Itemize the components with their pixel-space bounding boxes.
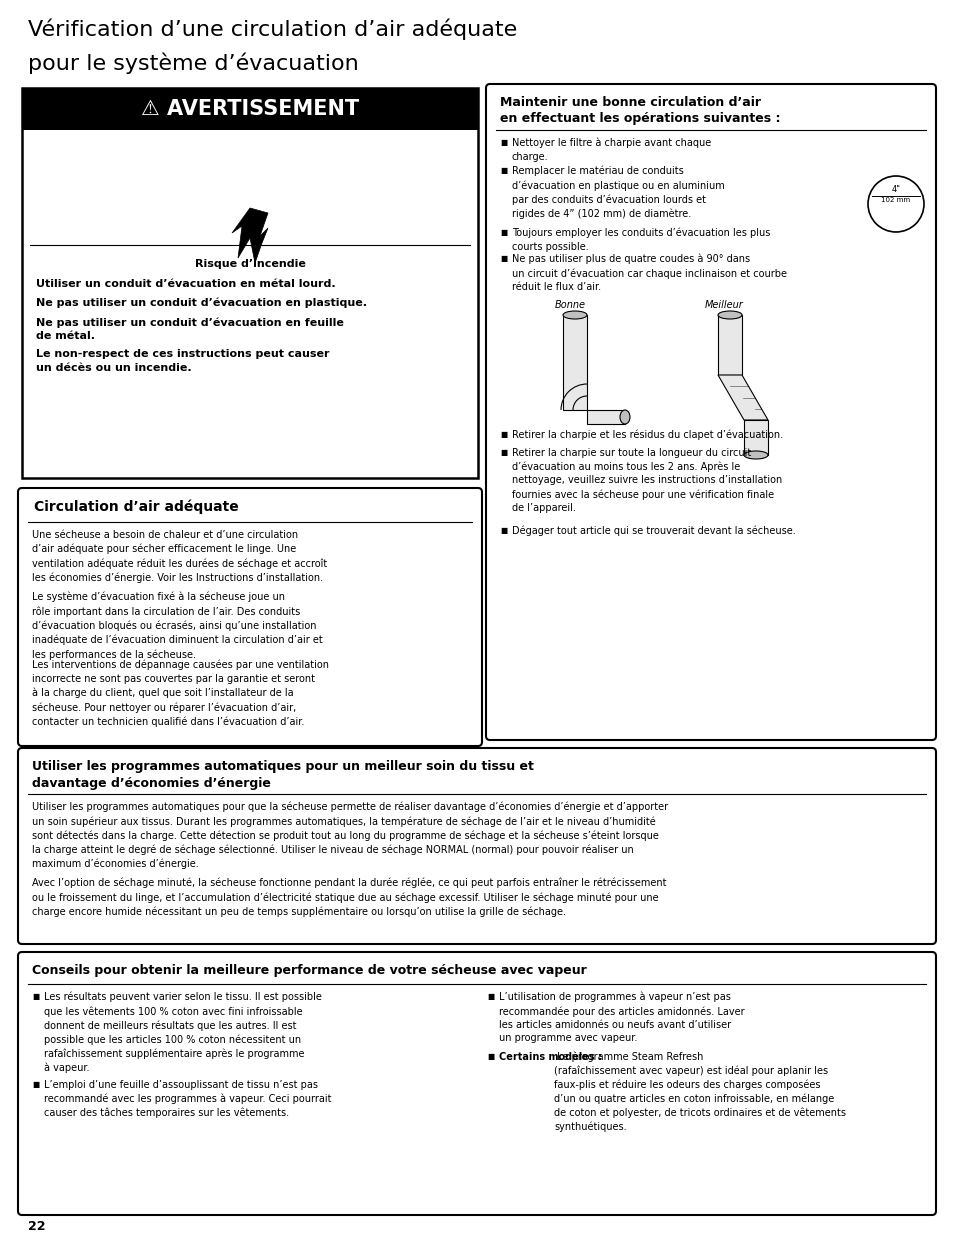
Circle shape <box>867 177 923 232</box>
Text: ■: ■ <box>32 1079 39 1089</box>
Bar <box>743 420 767 454</box>
Bar <box>22 88 477 130</box>
Polygon shape <box>718 375 767 420</box>
Bar <box>22 88 477 478</box>
Text: Les résultats peuvent varier selon le tissu. Il est possible
que les vêtements 1: Les résultats peuvent varier selon le ti… <box>44 992 321 1073</box>
Bar <box>586 410 624 424</box>
Ellipse shape <box>619 410 629 424</box>
Text: Certains modèles :: Certains modèles : <box>498 1052 601 1062</box>
Text: Nettoyer le filtre à charpie avant chaque
charge.: Nettoyer le filtre à charpie avant chaqu… <box>512 138 711 162</box>
Text: Avec l’option de séchage minuté, la sécheuse fonctionne pendant la durée réglée,: Avec l’option de séchage minuté, la séch… <box>32 878 666 916</box>
Text: Le programme Steam Refresh
(rafaîchissement avec vapeur) est idéal pour aplanir : Le programme Steam Refresh (rafaîchissem… <box>554 1052 845 1132</box>
Ellipse shape <box>743 451 767 459</box>
Text: Toujours employer les conduits d’évacuation les plus
courts possible.: Toujours employer les conduits d’évacuat… <box>512 228 770 252</box>
Text: Vérification d’une circulation d’air adéquate: Vérification d’une circulation d’air adé… <box>28 19 517 40</box>
Text: ■: ■ <box>486 992 494 1002</box>
Text: Risque d’incendie: Risque d’incendie <box>194 259 305 269</box>
Text: Ne pas utiliser un conduit d’évacuation en feuille
de métal.: Ne pas utiliser un conduit d’évacuation … <box>36 317 343 341</box>
FancyBboxPatch shape <box>18 748 935 944</box>
Text: 22: 22 <box>28 1220 46 1233</box>
FancyBboxPatch shape <box>485 84 935 740</box>
Text: Une sécheuse a besoin de chaleur et d’une circulation
d’air adéquate pour sécher: Une sécheuse a besoin de chaleur et d’un… <box>32 530 327 583</box>
Text: Ne pas utiliser un conduit d’évacuation en plastique.: Ne pas utiliser un conduit d’évacuation … <box>36 298 367 309</box>
Bar <box>718 315 741 375</box>
Text: ■: ■ <box>499 526 507 535</box>
Text: Utiliser un conduit d’évacuation en métal lourd.: Utiliser un conduit d’évacuation en méta… <box>36 279 335 289</box>
Text: Utiliser les programmes automatiques pour que la sécheuse permette de réaliser d: Utiliser les programmes automatiques pou… <box>32 802 667 868</box>
Text: Le non-respect de ces instructions peut causer
un décès ou un incendie.: Le non-respect de ces instructions peut … <box>36 350 329 373</box>
Text: Conseils pour obtenir la meilleure performance de votre sécheuse avec vapeur: Conseils pour obtenir la meilleure perfo… <box>32 965 586 977</box>
Text: ■: ■ <box>499 138 507 147</box>
Text: Meilleur: Meilleur <box>704 300 743 310</box>
Text: 4": 4" <box>890 185 900 194</box>
Text: pour le système d’évacuation: pour le système d’évacuation <box>28 52 358 74</box>
Text: Dégager tout article qui se trouverait devant la sécheuse.: Dégager tout article qui se trouverait d… <box>512 526 795 536</box>
Text: L’emploi d’une feuille d’assouplissant de tissu n’est pas
recommandé avec les pr: L’emploi d’une feuille d’assouplissant d… <box>44 1079 331 1118</box>
Text: ■: ■ <box>499 165 507 175</box>
FancyBboxPatch shape <box>18 488 481 746</box>
Text: Ne pas utiliser plus de quatre coudes à 90° dans
un circuit d’évacuation car cha: Ne pas utiliser plus de quatre coudes à … <box>512 254 786 291</box>
Ellipse shape <box>562 311 586 319</box>
Polygon shape <box>232 207 268 263</box>
Text: Maintenir une bonne circulation d’air: Maintenir une bonne circulation d’air <box>499 96 760 109</box>
Text: ■: ■ <box>499 228 507 237</box>
Text: Retirer la charpie sur toute la longueur du circuit
d’évacuation au moins tous l: Retirer la charpie sur toute la longueur… <box>512 448 781 513</box>
Text: Circulation d’air adéquate: Circulation d’air adéquate <box>34 500 238 515</box>
Text: Utiliser les programmes automatiques pour un meilleur soin du tissu et
davantage: Utiliser les programmes automatiques pou… <box>32 760 534 789</box>
Text: Remplacer le matériau de conduits
d’évacuation en plastique ou en aluminium
par : Remplacer le matériau de conduits d’évac… <box>512 165 724 219</box>
Text: ■: ■ <box>499 430 507 438</box>
Text: Bonne: Bonne <box>555 300 585 310</box>
Text: ■: ■ <box>499 448 507 457</box>
FancyBboxPatch shape <box>18 952 935 1215</box>
Text: Retirer la charpie et les résidus du clapet d’évacuation.: Retirer la charpie et les résidus du cla… <box>512 430 782 441</box>
Ellipse shape <box>718 311 741 319</box>
Bar <box>562 315 586 410</box>
Text: en effectuant les opérations suivantes :: en effectuant les opérations suivantes : <box>499 112 780 125</box>
Text: Les interventions de dépannage causées par une ventilation
incorrecte ne sont pa: Les interventions de dépannage causées p… <box>32 659 329 727</box>
Text: ■: ■ <box>32 992 39 1002</box>
Text: ■: ■ <box>486 1052 494 1061</box>
Text: 102 mm: 102 mm <box>881 198 909 203</box>
Text: ⚠ AVERTISSEMENT: ⚠ AVERTISSEMENT <box>141 99 358 119</box>
Text: Le système d’évacuation fixé à la sécheuse joue un
rôle important dans la circul: Le système d’évacuation fixé à la sécheu… <box>32 592 322 659</box>
Text: L’utilisation de programmes à vapeur n’est pas
recommandée pour des articles ami: L’utilisation de programmes à vapeur n’e… <box>498 992 744 1044</box>
Text: ■: ■ <box>499 254 507 263</box>
